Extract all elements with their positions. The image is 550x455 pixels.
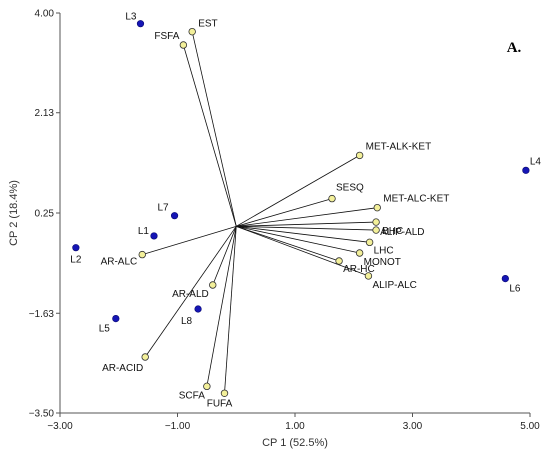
vector-line <box>212 226 237 286</box>
sample-marker <box>112 315 120 323</box>
variable-label: ALIP-ALC <box>372 280 416 291</box>
vector-line <box>236 225 340 262</box>
variable-label: FSFA <box>154 31 179 42</box>
variable-label: MET-ALK-KET <box>366 141 432 152</box>
vector-line <box>236 225 369 277</box>
variable-marker <box>372 218 380 226</box>
vector-line <box>182 44 237 227</box>
sample-marker <box>150 232 158 240</box>
vector-line <box>224 226 237 394</box>
vector-line <box>191 31 237 227</box>
variable-marker <box>364 272 373 280</box>
x-tick-label: −1.00 <box>165 421 191 432</box>
variable-label: FUFA <box>207 398 233 409</box>
vector-line <box>142 225 237 255</box>
variable-points: EST FSFA MET-ALK-KET SESQ MET-ALC-KET ALIP-AL… <box>101 19 450 410</box>
variable-marker <box>141 353 149 361</box>
sample-marker <box>522 166 530 174</box>
variable-marker <box>335 257 343 265</box>
variable-label: MONOT <box>364 257 401 268</box>
variable-marker <box>372 226 380 234</box>
variable-label: LHC <box>374 245 394 256</box>
vector-line <box>236 225 377 231</box>
sample-label: L7 <box>157 203 169 214</box>
sample-label: L2 <box>70 255 82 266</box>
variable-label: BHC <box>382 226 403 237</box>
sample-label: L5 <box>99 324 111 335</box>
x-tick-label: 1.00 <box>285 421 305 432</box>
variable-label: AR-HC <box>343 264 375 275</box>
variable-marker <box>328 194 336 203</box>
sample-points: L3 L7 L1 L2 L5 L8 L4 L6 <box>70 12 541 335</box>
x-tick-label: 3.00 <box>403 421 423 432</box>
sample-label: L3 <box>125 12 137 23</box>
sample-label: L4 <box>530 156 542 167</box>
vector-line <box>236 207 378 227</box>
sample-marker <box>136 20 145 28</box>
variable-label: MET-ALC-KET <box>383 194 449 205</box>
sample-marker <box>501 275 509 283</box>
variable-label: ALIP-ALD <box>380 227 424 238</box>
variable-marker <box>188 27 196 36</box>
axes: −3.00 −1.00 1.00 3.00 5.00 4.00 2.13 0.25 −1.63 −… <box>29 9 540 433</box>
variable-label: SCFA <box>179 390 205 401</box>
sample-marker <box>194 305 202 313</box>
variable-marker <box>220 389 229 397</box>
vector-line <box>236 221 377 227</box>
x-tick-label: −3.00 <box>47 421 73 432</box>
variable-marker <box>203 382 211 391</box>
vector-line <box>236 225 360 254</box>
y-tick-label: −1.63 <box>29 309 55 320</box>
y-tick-label: 2.13 <box>35 108 55 119</box>
variable-marker <box>355 151 364 160</box>
sample-label: L8 <box>181 316 193 327</box>
y-tick-label: 4.00 <box>35 9 55 20</box>
variable-marker <box>355 249 364 257</box>
y-tick-label: 0.25 <box>35 209 55 220</box>
variable-marker <box>373 203 381 212</box>
variable-marker <box>179 41 188 49</box>
panel-label: A. <box>507 40 522 56</box>
variable-marker <box>138 250 146 259</box>
loading-vectors <box>142 31 378 394</box>
vector-line <box>144 226 237 358</box>
x-axis-title: CP 1 (52.5%) <box>262 437 328 449</box>
sample-label: L1 <box>138 226 150 237</box>
variable-label: SESQ <box>336 183 364 194</box>
sample-marker <box>170 212 179 220</box>
variable-label: AR-ALC <box>101 257 138 268</box>
variable-label: AR-ALD <box>172 289 209 300</box>
variable-marker <box>365 238 374 247</box>
vector-line <box>236 225 370 243</box>
sample-marker <box>72 244 80 252</box>
variable-label: AR-ACID <box>102 363 143 374</box>
variable-marker <box>209 281 217 289</box>
x-tick-label: 5.00 <box>520 421 540 432</box>
vector-line <box>206 226 237 387</box>
vector-line <box>236 198 333 227</box>
variable-label: EST <box>198 19 217 30</box>
y-tick-label: −3.50 <box>29 409 55 420</box>
y-axis-title: CP 2 (18.4%) <box>8 180 20 246</box>
sample-label: L6 <box>509 284 521 295</box>
vector-line <box>236 155 360 227</box>
